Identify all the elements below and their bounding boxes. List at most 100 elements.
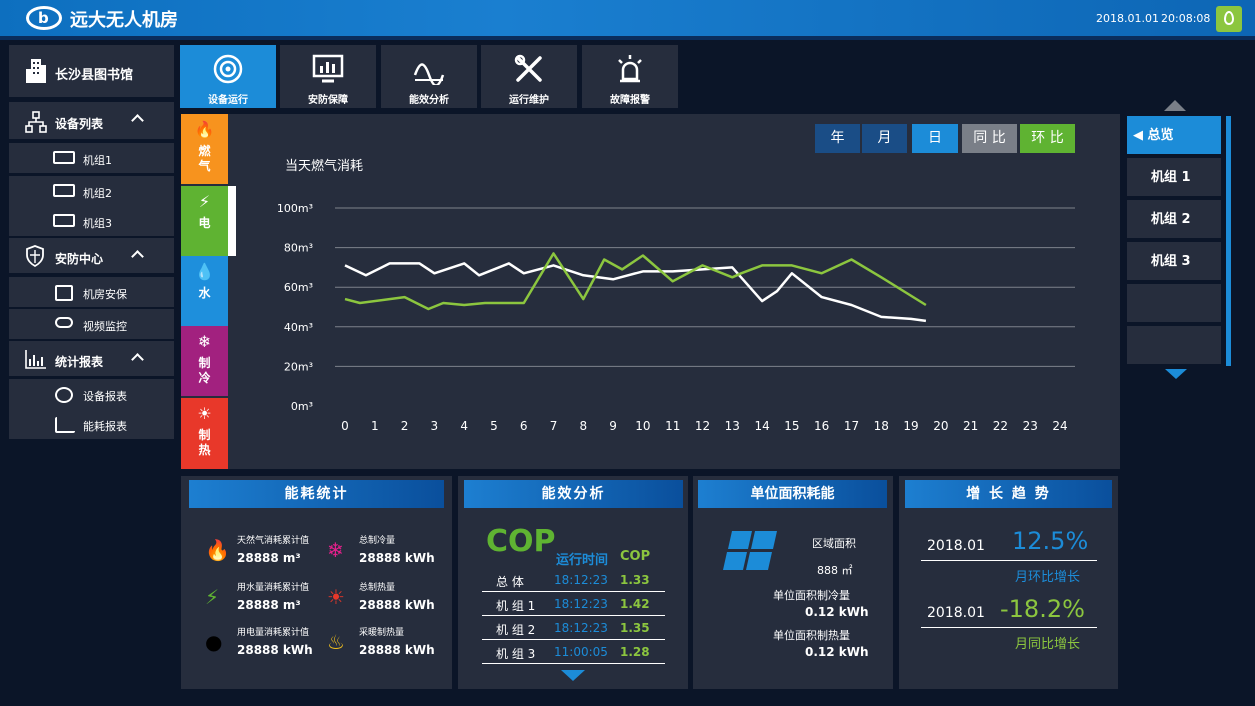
x-tick-label: 14 <box>754 419 769 433</box>
snowflake-icon: ❄ <box>197 332 212 351</box>
snowflake-icon: ❄ <box>327 538 344 562</box>
x-tick-label: 20 <box>933 419 948 433</box>
sidebar-item-device-report[interactable]: 设备报表 <box>9 379 174 409</box>
growth-date: 2018.01 <box>927 605 985 621</box>
sidebar-item-unit3[interactable]: 机组3 <box>9 206 174 236</box>
list-item-empty <box>1127 284 1221 324</box>
stat-value: 28888 m³ <box>237 551 301 565</box>
stat-value: 28888 kWh <box>237 643 313 657</box>
energy-tab-water[interactable]: 💧 水 <box>181 256 228 326</box>
growth-date: 2018.01 <box>927 538 985 554</box>
compare-yoy-button[interactable]: 同 比 <box>962 124 1017 153</box>
tab-maintenance[interactable]: 运行维护 <box>481 45 577 108</box>
row-runtime: 18:12:23 <box>554 597 608 611</box>
section-label: 统计报表 <box>55 355 104 369</box>
row-name: 总 体 <box>496 575 524 589</box>
growth-mom-value: 12.5% <box>1012 527 1089 555</box>
x-tick-label: 18 <box>874 419 889 433</box>
unit-area-panel <box>693 476 893 689</box>
scroll-down-arrow-icon[interactable] <box>1165 369 1187 379</box>
series-line-2 <box>344 252 927 311</box>
energy-tab-label: 制 冷 <box>198 356 211 385</box>
tab-fault-alarm[interactable]: 故障报警 <box>582 45 678 108</box>
sidebar-section-reports[interactable]: 统计报表 <box>9 341 174 377</box>
tab-label: 能效分析 <box>409 95 449 106</box>
stat-label: 总制冷量 <box>359 536 396 546</box>
sidebar-section-security[interactable]: 安防中心 <box>9 238 174 274</box>
y-tick-label: 20m³ <box>284 360 313 373</box>
sidebar-item-label: 视频监控 <box>83 320 127 333</box>
sidebar-section-devices[interactable]: 设备列表 <box>9 102 174 140</box>
list-item-unit3[interactable]: 机组 3 <box>1127 242 1221 282</box>
energy-tab-label: 电 <box>198 216 211 230</box>
building-header[interactable]: 长沙县图书馆 <box>9 45 174 98</box>
stat-label: 用水量消耗累计值 <box>237 583 310 593</box>
y-tick-label: 60m³ <box>284 281 313 294</box>
scroll-up-arrow-icon[interactable] <box>1164 100 1186 111</box>
chart-panel <box>181 114 1120 469</box>
bar-chart-icon <box>25 350 46 369</box>
sidebar-item-video[interactable]: 视频监控 <box>9 309 174 339</box>
sidebar-item-unit2[interactable]: 机组2 <box>9 176 174 206</box>
x-tick-label: 24 <box>1052 419 1067 433</box>
compare-mom-button[interactable]: 环 比 <box>1020 124 1075 153</box>
safe-icon <box>55 285 73 301</box>
x-tick-label: 0 <box>341 419 349 433</box>
drop-icon: 💧 <box>194 262 215 281</box>
energy-tab-heating[interactable]: ☀ 制 热 <box>181 398 228 469</box>
range-day-button[interactable]: 日 <box>912 124 958 153</box>
expand-down-arrow-icon[interactable] <box>561 670 585 681</box>
x-tick-label: 5 <box>490 419 498 433</box>
bolt-icon: ⚡ <box>198 192 211 211</box>
unit-icon <box>53 214 75 227</box>
growth-mom-label: 月环比增长 <box>1015 570 1081 585</box>
sidebar-item-room-security[interactable]: 机房安保 <box>9 277 174 307</box>
scrollbar[interactable] <box>1226 116 1231 366</box>
sidebar-item-label: 机组3 <box>83 217 112 230</box>
x-tick-label: 21 <box>963 419 978 433</box>
range-year-button[interactable]: 年 <box>815 124 860 153</box>
list-item-label: 总览 <box>1147 128 1174 143</box>
energy-tab-gas[interactable]: 🔥 燃 气 <box>181 114 228 184</box>
location-pin-icon[interactable] <box>1216 6 1242 32</box>
sidebar-item-unit1[interactable]: 机组1 <box>9 143 174 173</box>
list-item-unit1[interactable]: 机组 1 <box>1127 158 1221 198</box>
wave-chart-icon <box>413 63 445 85</box>
heat-label: 单位面积制热量 <box>773 629 850 642</box>
table-row: 总 体 18:12:23 1.33 <box>482 570 665 592</box>
report-icon <box>55 387 73 403</box>
cool-label: 单位面积制冷量 <box>773 589 850 602</box>
area-grid-icon <box>723 531 777 570</box>
building-icon <box>26 59 46 83</box>
list-item-unit2[interactable]: 机组 2 <box>1127 200 1221 240</box>
cop-big-label: COP <box>486 524 556 559</box>
list-item-overview[interactable]: ◀ 总览 <box>1127 116 1221 156</box>
chart-title: 当天燃气消耗 <box>285 159 364 174</box>
row-runtime: 18:12:23 <box>554 621 608 635</box>
sidebar-item-label: 设备报表 <box>83 390 127 403</box>
sidebar-item-label: 能耗报表 <box>83 420 127 433</box>
tab-efficiency[interactable]: 能效分析 <box>381 45 477 108</box>
stat-label: 用电量消耗累计值 <box>237 628 310 638</box>
area-label: 区域面积 <box>812 537 856 550</box>
energy-tab-cooling[interactable]: ❄ 制 冷 <box>181 326 228 396</box>
energy-tab-electric[interactable]: ⚡ 电 <box>181 186 228 256</box>
cool-value: 0.12 kWh <box>805 605 869 619</box>
tab-equipment-operation[interactable]: 设备运行 <box>180 45 276 108</box>
energy-stats-title: 能耗统计 <box>189 480 444 508</box>
tab-security[interactable]: 安防保障 <box>280 45 376 108</box>
sidebar-item-energy-report[interactable]: 能耗报表 <box>9 409 174 439</box>
row-cop: 1.33 <box>620 573 650 587</box>
x-tick-label: 4 <box>460 419 468 433</box>
x-tick-label: 13 <box>725 419 740 433</box>
chevron-up-icon[interactable] <box>131 114 144 127</box>
flame-icon: 🔥 <box>205 538 230 562</box>
chevron-up-icon[interactable] <box>131 250 144 263</box>
growth-yoy-label: 月同比增长 <box>1015 637 1081 652</box>
row-name: 机 组 1 <box>496 599 536 613</box>
active-tab-indicator <box>228 186 236 256</box>
range-month-button[interactable]: 月 <box>862 124 907 153</box>
tab-label: 故障报警 <box>610 95 650 106</box>
chevron-up-icon[interactable] <box>131 353 144 366</box>
row-runtime: 18:12:23 <box>554 573 608 587</box>
